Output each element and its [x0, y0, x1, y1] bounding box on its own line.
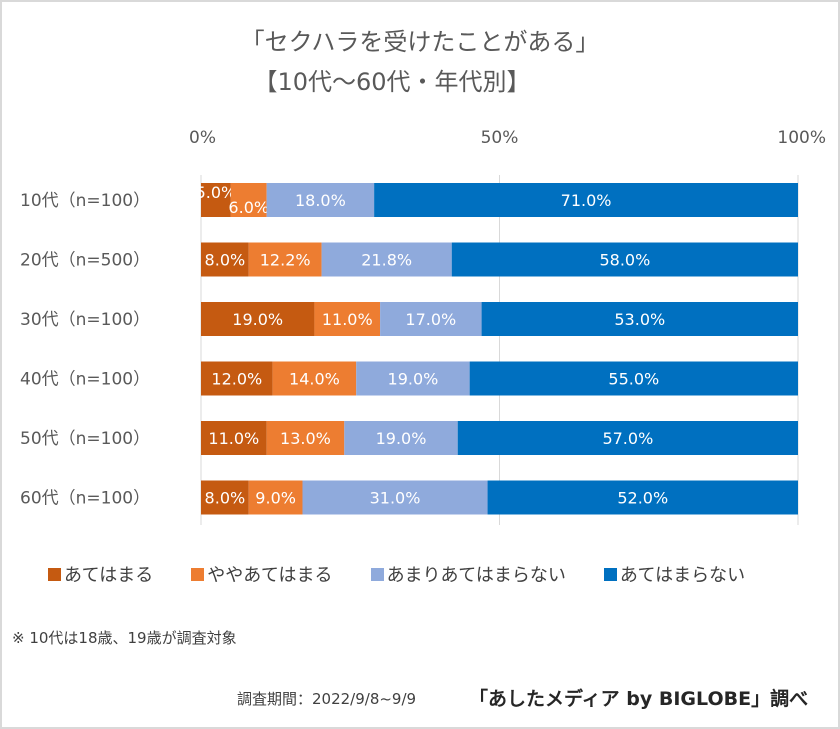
- category-label: 50代（n=100）: [20, 429, 150, 449]
- category-label: 30代（n=100）: [20, 310, 150, 330]
- data-label: 19.0%: [232, 310, 283, 329]
- data-label: 9.0%: [255, 489, 296, 508]
- bar-segment: [201, 183, 231, 217]
- bar-segment: [344, 421, 458, 455]
- bar-segment: [356, 361, 470, 396]
- data-label: 52.0%: [617, 489, 668, 508]
- data-label: 55.0%: [608, 370, 659, 389]
- legend-swatch: [370, 567, 384, 581]
- legend-swatch: [48, 567, 61, 581]
- x-tick-label: 50%: [481, 128, 519, 148]
- bar-segment: [314, 302, 381, 336]
- data-label: 12.0%: [211, 370, 262, 389]
- legend-item: ややあてはまる: [191, 561, 333, 587]
- data-label: 57.0%: [602, 429, 653, 448]
- data-label: 71.0%: [561, 191, 612, 210]
- data-label: 31.0%: [370, 489, 421, 508]
- data-label: 13.0%: [280, 429, 331, 448]
- data-label: 19.0%: [376, 429, 427, 448]
- category-label: 40代（n=100）: [20, 370, 150, 390]
- data-label: 58.0%: [599, 251, 650, 270]
- bar-segment: [321, 242, 452, 277]
- data-label: 17.0%: [405, 310, 456, 329]
- x-tick-label: 0%: [189, 128, 216, 148]
- legend-swatch: [603, 567, 617, 581]
- legend-label: あてはまる: [64, 565, 154, 586]
- source-credit: 「あしたメディア by BIGLOBE」調べ: [469, 688, 809, 710]
- data-label: 8.0%: [205, 489, 246, 508]
- category-label: 60代（n=100）: [20, 489, 150, 509]
- bar-segment: [272, 361, 357, 396]
- legend-item: あまりあてはまらない: [370, 561, 566, 587]
- data-label: 11.0%: [322, 310, 373, 329]
- x-tick-label: 100%: [777, 128, 826, 148]
- legend-label: あまりあてはまらない: [386, 565, 566, 586]
- bar-segment: [451, 242, 798, 277]
- bar-segment: [201, 480, 249, 515]
- bar-segment: [248, 480, 303, 515]
- bar-segment: [469, 361, 798, 396]
- bar-segment: [266, 421, 345, 455]
- bar-segment: [266, 183, 375, 217]
- data-label: 14.0%: [289, 370, 340, 389]
- bar-segment: [380, 302, 482, 336]
- legend-label: あてはまらない: [619, 565, 746, 586]
- data-label: 12.2%: [260, 251, 311, 270]
- data-label: 53.0%: [614, 310, 665, 329]
- data-label: 21.8%: [361, 251, 412, 270]
- bar-segment: [201, 421, 267, 455]
- bar-segment: [487, 480, 798, 515]
- bar-segment: [374, 183, 798, 217]
- bar-segment: [248, 242, 322, 277]
- legend-swatch: [191, 567, 205, 581]
- footnote: ※ 10代は18歳、19歳が調査対象: [12, 629, 237, 647]
- bar-segment: [230, 183, 267, 217]
- bar-segment: [457, 421, 798, 455]
- legend-item: あてはまる: [48, 561, 153, 587]
- category-label: 20代（n=500）: [20, 251, 150, 271]
- survey-period: 調査期間：2022/9/8~9/9: [237, 690, 417, 708]
- bar-segment: [481, 302, 798, 336]
- data-label: 11.0%: [208, 429, 259, 448]
- legend-label: ややあてはまる: [207, 565, 333, 586]
- bar-segment: [201, 361, 273, 396]
- chart-title: 「セクハラを受けたことがある」: [240, 28, 600, 56]
- data-label: 5.0%: [196, 183, 237, 202]
- category-label: 10代（n=100）: [20, 191, 150, 211]
- data-label: 18.0%: [295, 191, 346, 210]
- bar-segment: [302, 480, 488, 515]
- chart-subtitle: 【10代～60代・年代別】: [253, 68, 531, 96]
- data-label: 8.0%: [205, 251, 246, 270]
- data-label: 19.0%: [388, 370, 439, 389]
- chart-legend: あてはまる ややあてはまる あまりあてはまらない あてはまらない: [48, 561, 783, 587]
- bar-segment: [201, 302, 315, 336]
- bar-segment: [201, 242, 249, 277]
- legend-item: あてはまらない: [603, 561, 746, 587]
- data-label: 6.0%: [228, 198, 269, 217]
